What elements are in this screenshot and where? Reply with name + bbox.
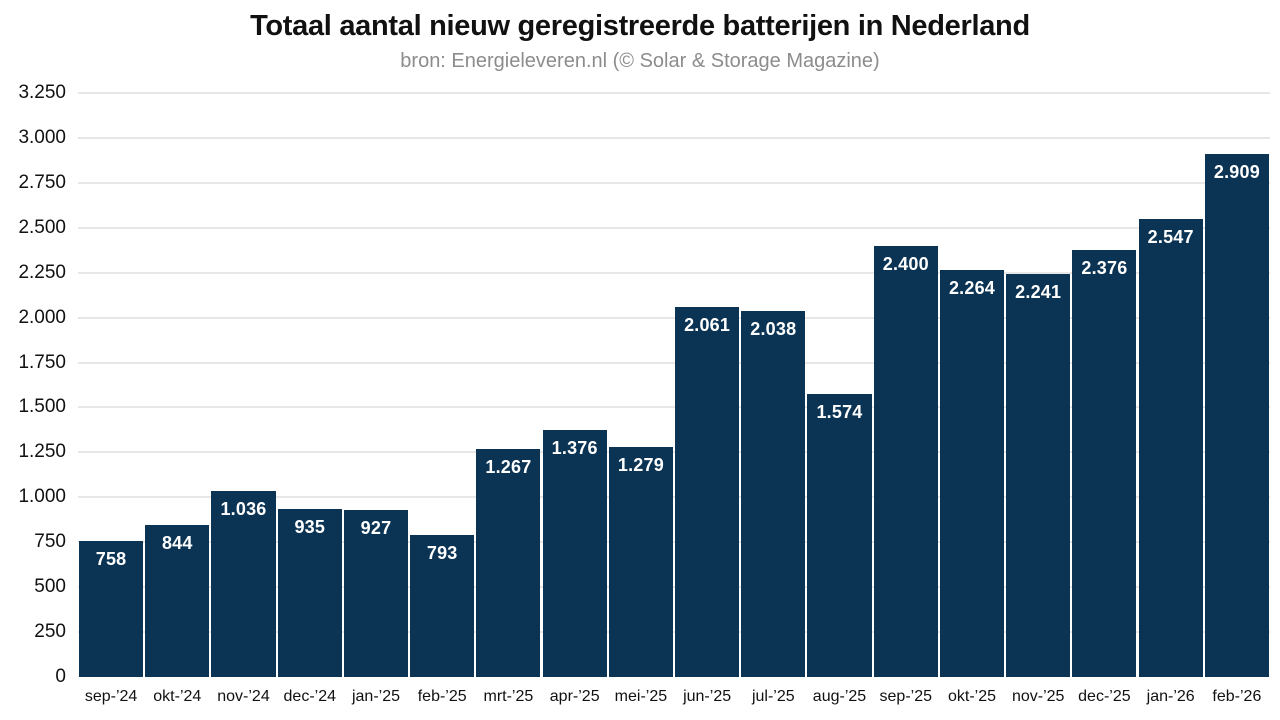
x-tick-label: feb-’26 [1212,688,1262,705]
y-tick-label: 500 [34,576,66,598]
y-tick-label: 1.500 [18,396,66,418]
bar: 844 [145,525,210,677]
gridline [78,496,1270,499]
gridline [78,631,1270,634]
y-tick-label: 0 [55,666,66,687]
bar-value-label: 1.376 [551,437,598,458]
bar: 1.376 [542,429,607,677]
x-tick-label: okt-’25 [947,688,996,705]
bar: 2.400 [873,245,938,677]
x-tick-label: mrt-’25 [483,688,534,705]
bar: 935 [277,509,342,677]
gridline [78,181,1270,184]
bar-value-label: 935 [294,517,326,537]
gridline [78,451,1270,454]
gridline [78,541,1270,544]
bar: 2.547 [1138,219,1203,677]
x-tick-label: mei-’25 [614,688,668,705]
bar-value-label: 2.376 [1081,258,1128,279]
gridline [78,136,1270,139]
x-tick-label: jan-’25 [351,688,400,705]
x-tick-label: dec-’24 [283,688,337,705]
bar-value-label: 2.400 [882,253,929,274]
x-tick-label: jun-’25 [683,688,732,705]
bar: 1.036 [211,490,276,677]
y-tick-label: 2.750 [18,171,66,193]
gridline [78,406,1270,409]
x-tick-label: jan-’26 [1146,688,1195,705]
gridline [78,586,1270,589]
x-tick-label: nov-’25 [1011,688,1065,705]
bar: 1.267 [476,449,541,677]
bar: 2.061 [675,306,740,677]
bar: 758 [79,540,144,677]
bar: 1.574 [807,394,872,677]
y-tick-label: 1.750 [18,351,66,373]
x-tick-label: sep-’25 [879,688,933,705]
bar-value-label: 927 [360,518,392,539]
bar-value-label: 2.547 [1147,227,1194,248]
bar-value-label: 2.038 [750,318,797,339]
y-tick-label: 3.250 [18,82,66,103]
y-tick-label: 750 [34,531,66,553]
bar-value-label: 1.267 [485,457,532,478]
bar-value-label: 844 [161,533,193,554]
x-tick-label: aug-’25 [812,688,867,705]
y-tick-label: 2.500 [18,216,66,238]
gridline [78,361,1270,364]
gridline [78,92,1270,94]
bar: 2.241 [1006,274,1071,677]
bar-value-label: 2.909 [1213,162,1260,183]
gridline [78,316,1270,319]
chart-title: Totaal aantal nieuw geregistreerde batte… [250,10,1030,42]
y-tick-label: 1.250 [18,441,66,463]
x-tick-label: nov-’24 [217,688,270,705]
gridline [78,226,1270,229]
y-tick-label: 1.000 [18,486,66,508]
bar-value-label: 1.036 [220,498,267,519]
bar-value-label: 758 [95,548,127,569]
bar-value-label: 793 [426,542,458,563]
bar: 2.376 [1072,250,1137,677]
y-tick-label: 250 [34,621,66,643]
x-tick-label: jul-’25 [751,688,795,705]
gridline [78,271,1270,274]
bar: 793 [410,534,475,677]
y-tick-label: 3.000 [18,126,66,148]
x-tick-label: dec-’25 [1078,688,1131,705]
y-tick-label: 2.250 [18,261,66,283]
bar: 927 [343,510,409,677]
bar-value-label: 1.574 [816,402,863,423]
bar: 2.909 [1204,154,1269,677]
bar: 2.264 [939,270,1005,677]
x-tick-label: apr-’25 [549,688,600,705]
bar-value-label: 2.264 [948,278,995,299]
bar-value-label: 2.061 [684,314,731,335]
x-tick-label: okt-’24 [153,688,202,705]
bar-value-label: 2.241 [1015,282,1062,303]
bar-value-label: 1.279 [617,455,664,476]
chart-subtitle: bron: Energieleveren.nl (© Solar & Stora… [400,50,880,72]
bar: 2.038 [741,310,806,677]
bar: 1.279 [608,447,673,677]
x-tick-label: feb-’25 [417,688,467,705]
y-tick-label: 2.000 [18,306,66,328]
x-tick-label: sep-’24 [84,688,138,705]
